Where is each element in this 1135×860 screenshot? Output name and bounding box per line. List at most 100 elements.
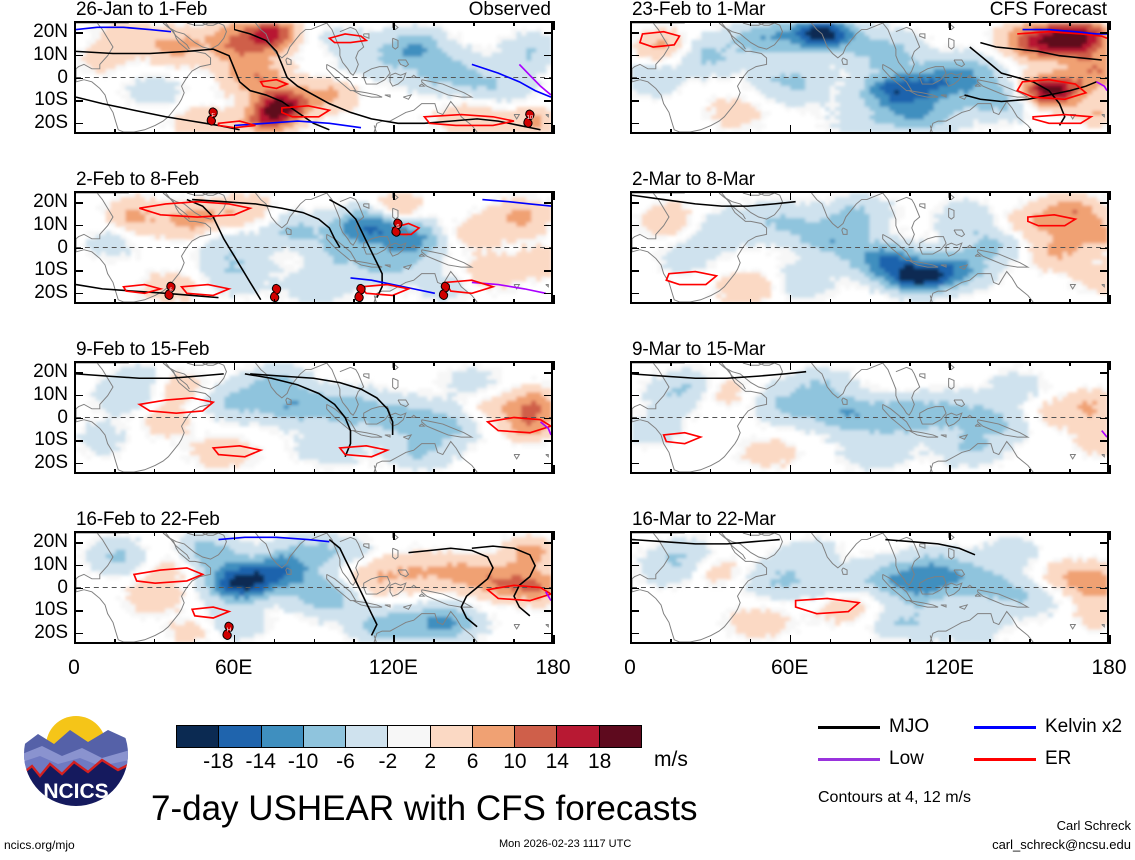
axis-tick bbox=[74, 125, 76, 134]
axis-tick bbox=[630, 247, 639, 250]
cyclone-marker-icon bbox=[354, 283, 366, 302]
y-tick-label: 10S bbox=[34, 259, 68, 281]
axis-tick bbox=[829, 191, 832, 196]
map-panel-7: 16-Feb to 22-Feb H 20N 10N 0 10S 20S bbox=[33, 509, 555, 644]
axis-tick bbox=[74, 610, 83, 612]
axis-tick bbox=[473, 469, 475, 474]
axis-tick bbox=[1109, 531, 1111, 540]
axis-tick bbox=[669, 299, 672, 304]
axis-tick bbox=[233, 361, 236, 370]
axis-tick bbox=[1100, 32, 1109, 34]
axis-tick bbox=[909, 531, 911, 536]
axis-tick bbox=[153, 191, 156, 196]
axis-tick bbox=[313, 129, 316, 134]
axis-tick bbox=[630, 122, 639, 125]
colorbar-tick-label: 18 bbox=[587, 750, 612, 773]
axis-tick bbox=[353, 299, 355, 304]
axis-tick bbox=[1029, 531, 1031, 536]
contour-layer bbox=[76, 26, 551, 131]
axis-tick bbox=[153, 639, 156, 644]
axis-tick bbox=[353, 469, 355, 474]
axis-tick bbox=[1100, 247, 1109, 250]
coastline-layer bbox=[632, 363, 1105, 472]
legend-item-low: Low bbox=[818, 748, 924, 770]
axis-tick bbox=[669, 191, 672, 196]
axis-tick bbox=[709, 299, 712, 304]
axis-tick bbox=[553, 635, 555, 644]
axis-tick bbox=[630, 531, 632, 540]
axis-tick bbox=[630, 542, 639, 544]
axis-tick bbox=[909, 191, 911, 196]
axis-tick bbox=[74, 247, 83, 250]
axis-tick bbox=[473, 21, 475, 26]
axis-tick bbox=[630, 54, 639, 57]
colorbar-unit-label: m/s bbox=[654, 748, 688, 771]
axis-tick bbox=[669, 21, 672, 26]
axis-tick bbox=[1100, 224, 1109, 227]
panel-title: 2-Feb to 8-Feb bbox=[76, 169, 199, 190]
map-canvas bbox=[632, 363, 1107, 472]
axis-tick bbox=[669, 129, 672, 134]
axis-tick bbox=[949, 191, 951, 200]
axis-tick bbox=[909, 299, 911, 304]
map-canvas: 66 bbox=[76, 193, 551, 302]
axis-tick bbox=[1029, 469, 1031, 474]
axis-tick bbox=[74, 295, 76, 304]
axis-tick bbox=[1100, 417, 1109, 420]
axis-tick bbox=[1100, 610, 1109, 612]
axis-tick bbox=[789, 21, 792, 30]
axis-tick bbox=[789, 465, 792, 474]
y-tick-label: 20S bbox=[34, 621, 68, 643]
axis-tick bbox=[74, 202, 83, 204]
axis-tick bbox=[393, 21, 395, 30]
axis-tick bbox=[949, 531, 951, 540]
colorbar-tick-label: 2 bbox=[424, 750, 437, 773]
axis-tick bbox=[709, 191, 712, 196]
axis-tick bbox=[74, 292, 83, 295]
axis-tick bbox=[313, 299, 316, 304]
axis-tick bbox=[630, 100, 639, 102]
axis-tick bbox=[1100, 542, 1109, 544]
axis-tick bbox=[669, 531, 672, 536]
map-canvas bbox=[632, 533, 1107, 642]
axis-tick bbox=[630, 77, 639, 80]
colorbar-band-6 bbox=[430, 726, 473, 747]
axis-tick bbox=[630, 21, 632, 30]
panel-title: 16-Feb to 22-Feb bbox=[76, 509, 220, 530]
axis-tick bbox=[749, 129, 752, 134]
axis-tick bbox=[113, 469, 116, 474]
x-tick-label: 60E bbox=[770, 656, 809, 679]
axis-tick bbox=[113, 531, 116, 536]
x-tick-label: 120E bbox=[368, 656, 418, 679]
axis-tick bbox=[74, 224, 83, 227]
axis-tick bbox=[869, 21, 872, 26]
axis-tick bbox=[553, 361, 555, 370]
kelvin-line-swatch bbox=[974, 725, 1036, 729]
axis-tick bbox=[113, 361, 116, 366]
axis-tick bbox=[1069, 531, 1071, 536]
axis-tick bbox=[393, 465, 395, 474]
axis-tick bbox=[273, 299, 276, 304]
axis-tick bbox=[630, 372, 639, 374]
y-axis-labels: 20N 10N 0 10S 20S bbox=[2, 361, 68, 474]
axis-tick bbox=[1100, 122, 1109, 125]
axis-tick bbox=[544, 394, 553, 397]
legend-item-kelvin: Kelvin x2 bbox=[974, 716, 1122, 738]
colorbar-band-5 bbox=[388, 726, 431, 747]
axis-tick bbox=[749, 299, 752, 304]
axis-tick bbox=[553, 465, 555, 474]
axis-tick bbox=[74, 635, 76, 644]
colorbar-band-0 bbox=[177, 726, 220, 747]
axis-tick bbox=[513, 469, 515, 474]
axis-tick bbox=[393, 125, 395, 134]
axis-tick bbox=[1109, 191, 1111, 200]
axis-tick bbox=[909, 21, 911, 26]
y-tick-label: 20N bbox=[33, 191, 68, 213]
map-panel-1: 26-Jan to 1-Feb Observed F 10 20N 10N 0 10S 20S bbox=[33, 0, 555, 134]
axis-tick bbox=[544, 372, 553, 374]
colorbar-band-10 bbox=[599, 726, 641, 747]
axis-tick bbox=[630, 465, 632, 474]
axis-tick bbox=[433, 129, 435, 134]
axis-tick bbox=[74, 542, 83, 544]
